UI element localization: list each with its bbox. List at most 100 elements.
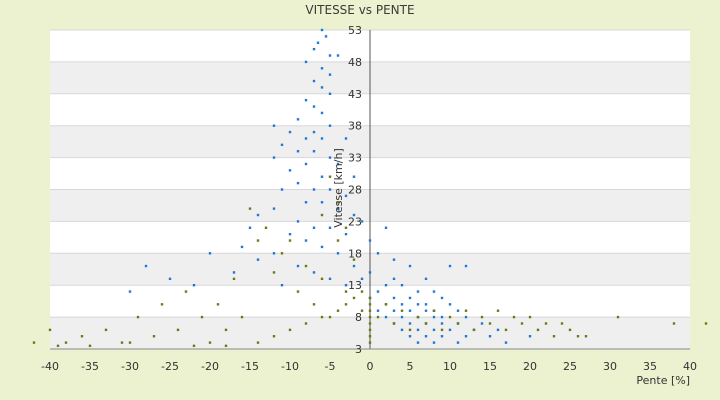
data-point-olive xyxy=(128,341,132,344)
data-point-blue xyxy=(328,124,332,127)
data-point-olive xyxy=(544,322,548,325)
data-point-olive xyxy=(672,322,676,325)
data-point-olive xyxy=(312,303,316,306)
y-tick-label: 28 xyxy=(348,184,362,197)
x-tick-label: -25 xyxy=(161,360,179,373)
data-point-olive xyxy=(520,322,524,325)
axes xyxy=(50,30,690,350)
data-point-blue xyxy=(288,130,292,134)
y-tick-label: 38 xyxy=(348,120,362,133)
data-point-olive xyxy=(328,175,332,178)
data-point-blue xyxy=(384,226,388,229)
data-point-olive xyxy=(536,328,540,332)
data-point-blue xyxy=(384,315,388,319)
x-tick-label: -20 xyxy=(201,360,219,373)
data-point-olive xyxy=(464,309,468,312)
data-point-blue xyxy=(144,264,148,268)
x-tick-label: 25 xyxy=(563,360,577,373)
data-point-blue xyxy=(328,73,332,76)
data-point-olive xyxy=(488,322,492,325)
data-point-blue xyxy=(408,296,412,300)
x-axis-ticks: -40 -35 -30 -25 -20 -15 -10 -5 0 5 10 15 20 25 30 35 40 xyxy=(41,360,697,373)
data-point-blue xyxy=(280,284,284,287)
data-point-olive xyxy=(552,335,556,338)
data-point-blue xyxy=(208,252,212,255)
data-point-olive xyxy=(328,315,332,319)
data-point-blue xyxy=(336,162,340,166)
data-point-olive xyxy=(248,207,252,210)
data-points xyxy=(32,28,708,348)
data-point-olive xyxy=(152,335,156,338)
data-point-blue xyxy=(312,130,316,134)
data-point-blue xyxy=(320,175,324,178)
data-point-blue xyxy=(272,252,276,255)
data-point-blue xyxy=(320,245,324,249)
data-point-olive xyxy=(192,344,196,348)
data-point-olive xyxy=(424,322,428,325)
data-point-blue xyxy=(504,341,508,344)
y-tick-label: 53 xyxy=(348,24,362,37)
chart-title: VITESSE vs PENTE xyxy=(305,3,414,17)
data-point-olive xyxy=(136,315,140,319)
data-point-olive xyxy=(256,239,260,242)
data-point-olive xyxy=(528,315,532,319)
data-point-blue xyxy=(312,226,316,229)
x-tick-label: -5 xyxy=(325,360,336,373)
data-point-olive xyxy=(120,341,124,344)
data-point-blue xyxy=(416,290,420,293)
data-point-blue xyxy=(408,264,412,268)
data-point-blue xyxy=(392,258,396,261)
data-point-olive xyxy=(480,315,484,319)
data-point-blue xyxy=(448,303,452,306)
data-point-olive xyxy=(368,335,372,338)
x-tick-label: 10 xyxy=(443,360,457,373)
data-point-blue xyxy=(272,207,276,210)
data-point-blue xyxy=(344,194,348,198)
data-point-olive xyxy=(576,335,580,338)
data-point-olive xyxy=(304,322,308,325)
data-point-olive xyxy=(56,344,60,348)
data-point-blue xyxy=(296,181,300,185)
data-point-blue xyxy=(456,341,460,344)
data-point-olive xyxy=(376,315,380,319)
data-point-blue xyxy=(232,271,236,274)
data-point-blue xyxy=(312,271,316,274)
data-point-blue xyxy=(368,271,372,274)
data-point-olive xyxy=(80,335,84,338)
data-point-olive xyxy=(264,226,268,229)
y-tick-label: 23 xyxy=(348,215,362,228)
data-point-blue xyxy=(432,315,436,319)
data-point-blue xyxy=(344,284,348,287)
data-point-blue xyxy=(320,28,324,32)
data-point-blue xyxy=(312,47,316,51)
data-point-olive xyxy=(64,341,68,344)
data-point-blue xyxy=(456,309,460,312)
data-point-blue xyxy=(376,290,380,293)
data-point-blue xyxy=(368,239,372,242)
data-point-olive xyxy=(240,315,244,319)
data-point-olive xyxy=(184,290,188,293)
data-point-olive xyxy=(496,309,500,312)
data-point-blue xyxy=(256,258,260,261)
data-point-blue xyxy=(328,277,332,281)
data-point-blue xyxy=(416,303,420,306)
data-point-olive xyxy=(360,309,364,312)
x-tick-label: 0 xyxy=(367,360,374,373)
data-point-blue xyxy=(304,239,308,242)
data-point-blue xyxy=(392,277,396,281)
data-point-olive xyxy=(88,344,92,348)
data-point-blue xyxy=(328,54,332,57)
data-point-blue xyxy=(424,277,428,281)
data-point-olive xyxy=(320,315,324,319)
data-point-blue xyxy=(440,296,444,300)
y-tick-label: 13 xyxy=(348,279,362,292)
data-point-blue xyxy=(424,303,428,306)
data-point-olive xyxy=(48,328,52,332)
data-point-blue xyxy=(248,226,252,229)
data-point-olive xyxy=(336,239,340,242)
data-point-blue xyxy=(280,188,284,191)
data-point-blue xyxy=(360,220,364,223)
data-point-blue xyxy=(296,118,300,121)
data-point-blue xyxy=(256,213,260,217)
